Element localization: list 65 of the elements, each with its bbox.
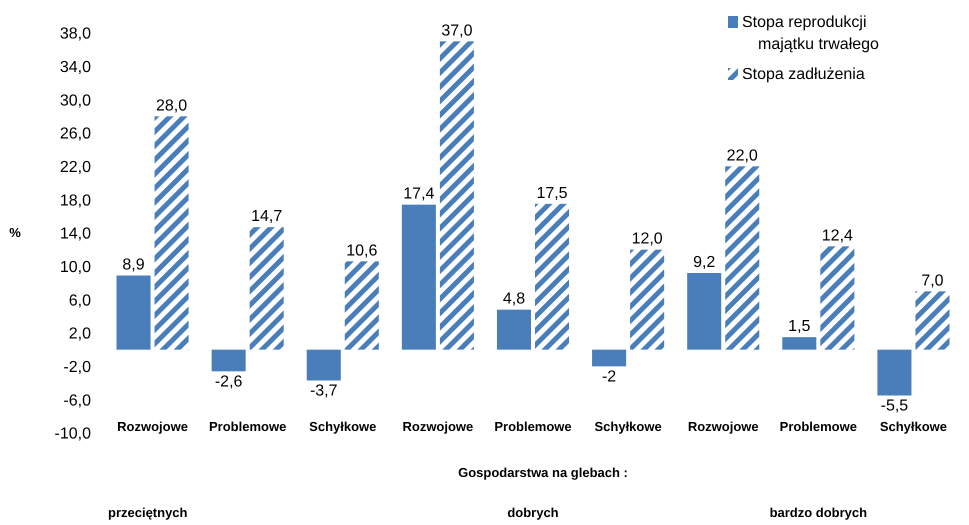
bar: [820, 246, 854, 350]
data-label: 37,0: [441, 22, 473, 40]
data-label: 22,0: [726, 147, 758, 164]
y-tick-label: 18,0: [60, 192, 92, 210]
y-tick-label: 26,0: [60, 126, 92, 143]
text: bardzo dobrych: [770, 505, 868, 520]
x-tick-label: Rozwojowe: [688, 419, 759, 434]
x-tick-label: Schyłkowe: [880, 419, 948, 434]
y-tick-label: 14,0: [60, 226, 92, 243]
data-label: 9,2: [693, 254, 716, 271]
y-tick-label: 6,0: [68, 292, 92, 310]
data-label: 8,9: [122, 256, 145, 274]
legend-label: Stopa zadłużenia: [742, 66, 865, 83]
bar: [496, 310, 531, 350]
bar: [687, 273, 722, 350]
bar: [154, 116, 189, 350]
x-tick-label: Schyłkowe: [594, 419, 662, 434]
text: dobrych: [507, 505, 559, 520]
x-tick-label: Problemowe: [209, 419, 286, 434]
x-tick-label: Problemowe: [494, 419, 572, 434]
data-label: -5,5: [880, 398, 908, 414]
data-label: 14,7: [251, 208, 282, 226]
bar: [344, 261, 379, 350]
x-tick-label: Rozwojowe: [402, 419, 474, 434]
bar: [782, 337, 816, 350]
bar: [440, 41, 474, 350]
bar: [630, 250, 664, 350]
data-label: 10,6: [346, 242, 378, 260]
data-label: 17,4: [403, 186, 435, 203]
bar: [592, 350, 626, 366]
bar: [402, 204, 436, 350]
data-label: 12,0: [632, 230, 663, 248]
text: przeciętnych: [108, 505, 188, 520]
y-tick-label: 30,0: [60, 92, 92, 110]
y-tick-label: -2,0: [63, 358, 92, 376]
x-axis-title: Gospodarstwa na glebach :: [458, 465, 628, 480]
x-tick-label: Rozwojowe: [117, 419, 188, 434]
data-label: 4,8: [502, 290, 526, 308]
y-tick-label: 34,0: [60, 58, 92, 76]
y-axis-title: %: [9, 225, 22, 240]
y-tick-label: -6,0: [63, 392, 92, 410]
data-label: -2,6: [214, 373, 243, 390]
y-tick-label: 10,0: [60, 258, 92, 276]
data-label: 12,4: [822, 227, 854, 244]
data-label: 1,5: [788, 318, 811, 336]
y-tick-label: -10,0: [54, 426, 92, 443]
data-label: 28,0: [156, 97, 188, 114]
legend-label: Stopa reprodukcji majątku trwałego: [742, 14, 880, 53]
bar: [116, 276, 151, 350]
y-tick-label: 2,0: [68, 326, 92, 343]
bar: [306, 350, 341, 380]
x-tick-label: Problemowe: [780, 419, 857, 434]
bar: [915, 291, 950, 350]
x-tick-label: Schyłkowe: [309, 419, 376, 434]
y-tick-label: 38,0: [60, 26, 92, 43]
data-label: 17,5: [536, 184, 568, 202]
bar: [535, 204, 570, 350]
data-label: 7,0: [921, 272, 944, 290]
data-label: -2: [602, 368, 616, 386]
bar: [877, 350, 912, 396]
bar: [250, 227, 284, 350]
bar: [725, 166, 760, 350]
y-tick-label: 22,0: [60, 158, 92, 176]
data-label: -3,7: [310, 382, 338, 400]
bar: [212, 350, 246, 372]
